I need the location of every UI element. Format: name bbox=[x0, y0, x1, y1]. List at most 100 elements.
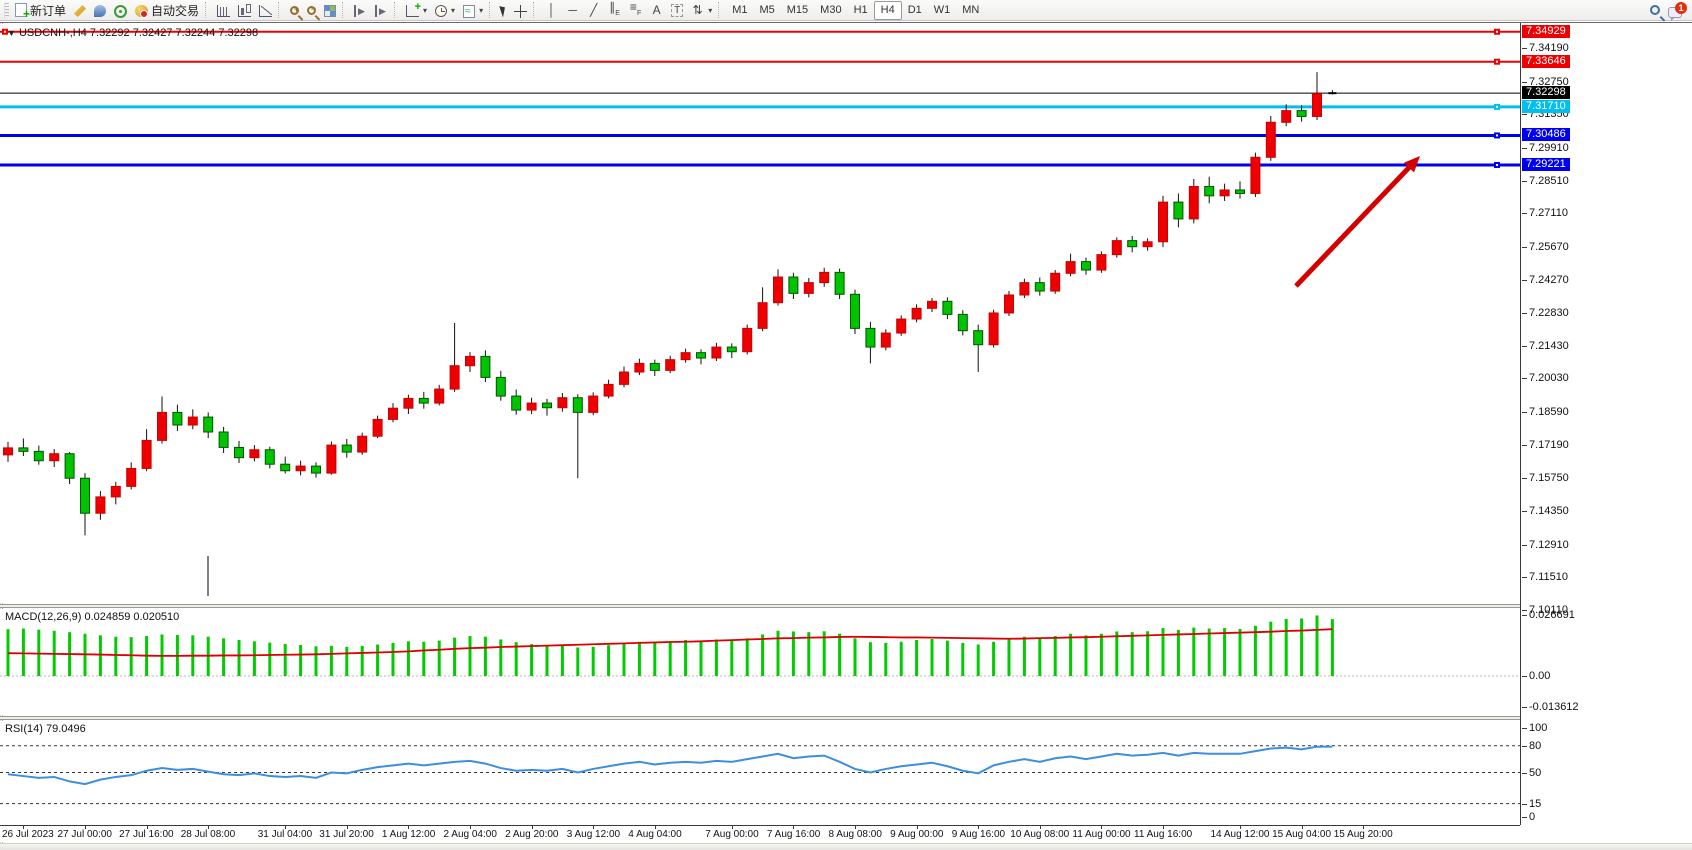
line-handle-dot bbox=[1496, 134, 1498, 137]
search-icon[interactable] bbox=[1650, 5, 1660, 15]
candle-body bbox=[1004, 294, 1014, 314]
time-tick bbox=[1363, 826, 1365, 829]
rsi-line bbox=[7, 745, 1333, 786]
time-tick bbox=[855, 826, 856, 829]
timeframe-h1[interactable]: H1 bbox=[853, 4, 868, 16]
indicators-button[interactable]: ▾ bbox=[402, 1, 431, 20]
horizontal-scrollbar[interactable] bbox=[0, 843, 1692, 850]
auto-trading-button[interactable]: 自动交易 bbox=[131, 1, 203, 20]
candle-body bbox=[726, 346, 737, 353]
candle-body bbox=[141, 439, 152, 469]
timeframe-mn[interactable]: MN bbox=[962, 4, 980, 16]
cursor-button[interactable] bbox=[497, 1, 510, 20]
metaeditor-button[interactable] bbox=[70, 1, 90, 20]
candle-body bbox=[311, 465, 321, 474]
timeframe-h4[interactable]: H4 bbox=[873, 0, 902, 20]
channel-button[interactable]: ∥ bbox=[604, 0, 625, 20]
candle-body bbox=[1250, 156, 1261, 194]
chat-icon[interactable]: 1 bbox=[1668, 1, 1687, 21]
fibonacci-icon: ≡ bbox=[629, 0, 642, 21]
line-handle-dot bbox=[1496, 105, 1498, 108]
ohlc-values: 7.32292 7.32427 7.32244 7.32298 bbox=[89, 27, 259, 39]
timeframe-m30[interactable]: M30 bbox=[820, 4, 842, 16]
crosshair-button[interactable] bbox=[510, 1, 531, 20]
symbol-period-label: USDCNH-,H4 bbox=[18, 27, 87, 39]
time-label: 7 Aug 16:00 bbox=[766, 829, 821, 840]
text-button[interactable]: A bbox=[646, 1, 667, 20]
time-tick bbox=[23, 826, 25, 829]
time-label: 27 Jul 00:00 bbox=[57, 829, 113, 840]
candle-body bbox=[957, 313, 968, 332]
tile-windows-button[interactable] bbox=[320, 1, 340, 20]
toolbar-separator bbox=[342, 2, 348, 18]
bar-chart-button[interactable] bbox=[213, 1, 234, 20]
macd-scale-label: -0.013612 bbox=[1522, 701, 1579, 714]
dropdown-arrow-icon[interactable]: ▾ bbox=[479, 5, 484, 15]
toolbar-grip[interactable] bbox=[4, 2, 9, 18]
arrow-annotation-head[interactable] bbox=[1403, 156, 1420, 173]
price-pane bbox=[0, 24, 1520, 603]
dropdown-arrow-icon[interactable]: ▾ bbox=[451, 5, 456, 15]
timeframe-m15[interactable]: M15 bbox=[786, 4, 809, 16]
candle-chart-icon bbox=[238, 4, 252, 17]
price-tick-label: 7.17190 bbox=[1522, 438, 1569, 451]
candle-body bbox=[403, 397, 414, 409]
new-order-button[interactable]: 新订单 bbox=[11, 1, 70, 21]
zoom-out-button[interactable]: − bbox=[303, 1, 320, 20]
timeframe-w1[interactable]: W1 bbox=[933, 4, 951, 16]
candle-chart-button[interactable] bbox=[234, 1, 255, 20]
price-tick-label: 7.15750 bbox=[1522, 472, 1569, 485]
chart-title: ▼ USDCNH-,H4 7.32292 7.32427 7.32244 7.3… bbox=[7, 27, 258, 39]
rsi-label: RSI(14) 79.0496 bbox=[5, 723, 86, 735]
price-tick-label: 7.11510 bbox=[1522, 571, 1568, 584]
time-tick bbox=[85, 826, 86, 829]
horizontal-line-button[interactable]: ─ bbox=[562, 1, 583, 20]
toolbar-buttons: 新订单 自动交易 +− ▾ ▾ ▾ │─╱∥≡AT⇅▾ bbox=[11, 0, 726, 21]
candle-body bbox=[1312, 93, 1322, 117]
zoom-in-icon-sign: + bbox=[293, 3, 300, 14]
periods-button[interactable]: ▾ bbox=[431, 1, 459, 20]
fibonacci-button[interactable]: ≡ bbox=[625, 0, 646, 21]
auto-scroll-button[interactable] bbox=[350, 1, 371, 20]
arrow-annotation[interactable] bbox=[1294, 161, 1416, 288]
candle-body bbox=[865, 327, 876, 348]
dropdown-arrow-icon[interactable]: ▾ bbox=[423, 5, 428, 15]
chart-shift-button[interactable] bbox=[371, 1, 392, 20]
timeframe-m5[interactable]: M5 bbox=[759, 4, 775, 16]
time-tick bbox=[208, 826, 210, 829]
text-label-button[interactable]: T bbox=[667, 1, 687, 20]
crosshair-icon bbox=[514, 4, 528, 18]
price-tick-label: 7.14350 bbox=[1522, 505, 1569, 518]
signals-button[interactable] bbox=[110, 1, 131, 20]
candle-body bbox=[1142, 241, 1153, 248]
templates-button[interactable]: ▾ bbox=[459, 1, 487, 20]
time-label: 3 Aug 12:00 bbox=[566, 829, 621, 840]
macd-scale-label: 0.026691 bbox=[1522, 609, 1575, 622]
pane-splitter-macd[interactable] bbox=[0, 604, 1692, 608]
time-label: 2 Aug 04:00 bbox=[443, 829, 497, 840]
candle-body bbox=[988, 312, 999, 346]
price-tick-label: 7.34190 bbox=[1522, 42, 1569, 54]
market-button[interactable] bbox=[90, 1, 110, 20]
candle-body bbox=[634, 362, 645, 373]
pane-splitter-rsi[interactable] bbox=[0, 716, 1692, 720]
dropdown-arrow-icon[interactable]: ▾ bbox=[708, 5, 713, 15]
candle-body bbox=[264, 449, 275, 465]
vertical-line-button[interactable]: │ bbox=[541, 1, 562, 20]
candle-body bbox=[803, 282, 814, 294]
toolbar: 新订单 自动交易 +− ▾ ▾ ▾ │─╱∥≡AT⇅▾ M1 M5 M15 M30 H1 H4 D1 W1… bbox=[0, 0, 1692, 21]
timeframe-m1[interactable]: M1 bbox=[732, 4, 748, 16]
trendline-button[interactable]: ╱ bbox=[583, 1, 604, 20]
candle-body bbox=[1096, 254, 1107, 271]
line-chart-button[interactable] bbox=[255, 1, 276, 20]
candle-body bbox=[942, 300, 953, 315]
candle-body bbox=[218, 431, 229, 448]
candle-body bbox=[49, 453, 60, 462]
arrows-button[interactable]: ⇅ ▾ bbox=[687, 1, 716, 20]
zoom-in-button[interactable]: + bbox=[286, 1, 303, 20]
candle-body bbox=[1065, 261, 1076, 274]
chart-shift-icon bbox=[375, 5, 388, 17]
candle-body bbox=[495, 376, 506, 397]
timeframe-d1[interactable]: D1 bbox=[907, 4, 922, 16]
toolbar-separator bbox=[533, 2, 539, 18]
